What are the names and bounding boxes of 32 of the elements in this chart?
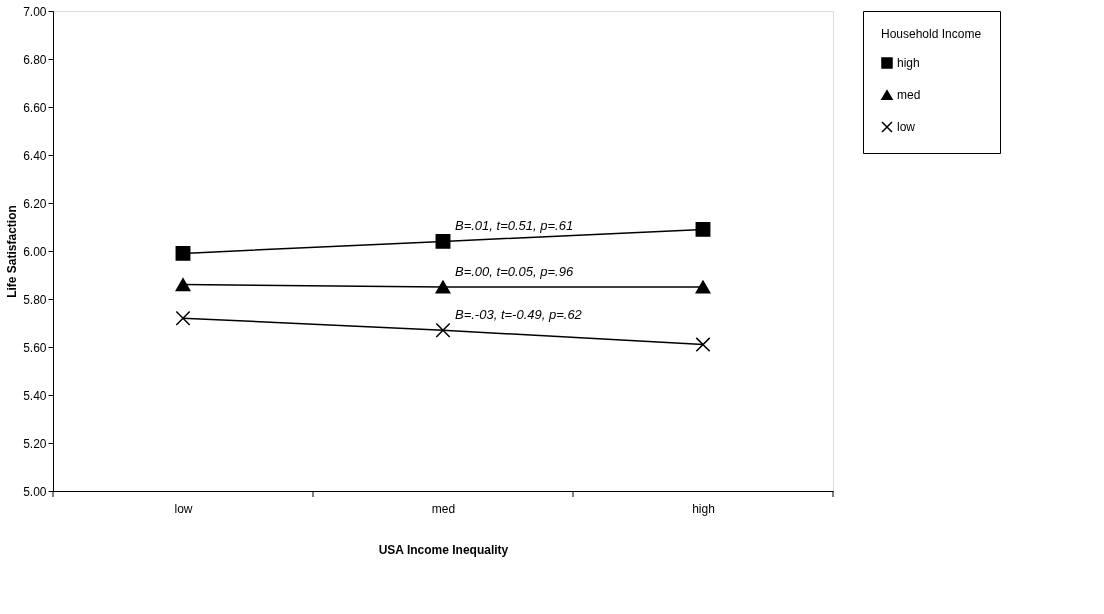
point: [695, 337, 711, 353]
y-tick-label: 6.00: [23, 244, 47, 259]
y-tick-label: 6.60: [23, 100, 47, 115]
point: [175, 278, 191, 292]
point: [435, 280, 451, 294]
x-tick-label: med: [431, 501, 456, 516]
point: [435, 322, 451, 338]
annotation: B=.-03, t=-0.49, p=.62: [455, 307, 583, 323]
y-tick-label: 5.20: [23, 436, 47, 451]
y-tick-label: 5.80: [23, 292, 47, 307]
legend-label: low: [897, 120, 916, 134]
y-tick-label: 6.40: [23, 148, 47, 163]
point: [695, 221, 711, 237]
legend-title: Household Income: [881, 27, 982, 41]
annotation: B=.00, t=0.05, p=.96: [455, 264, 574, 279]
point: [175, 245, 191, 261]
y-tick-label: 5.00: [23, 484, 47, 499]
y-tick-label: 6.20: [23, 196, 47, 211]
y-tick-label: 7.00: [23, 4, 47, 19]
legend-label: high: [897, 56, 920, 70]
y-tick-label: 6.80: [23, 52, 47, 67]
x-axis-title: USA Income Inequality: [378, 542, 509, 557]
y-axis-title: Life Satisfaction: [5, 205, 20, 298]
x-tick-label: high: [692, 501, 715, 516]
point: [435, 233, 451, 249]
x-tick-label: low: [174, 501, 193, 516]
y-tick-label: 5.40: [23, 388, 47, 403]
y-tick-label: 5.60: [23, 340, 47, 355]
point: [175, 310, 191, 326]
point: [695, 280, 711, 294]
legend-label: med: [897, 88, 921, 102]
annotation: B=.01, t=0.51, p=.61: [455, 218, 574, 234]
